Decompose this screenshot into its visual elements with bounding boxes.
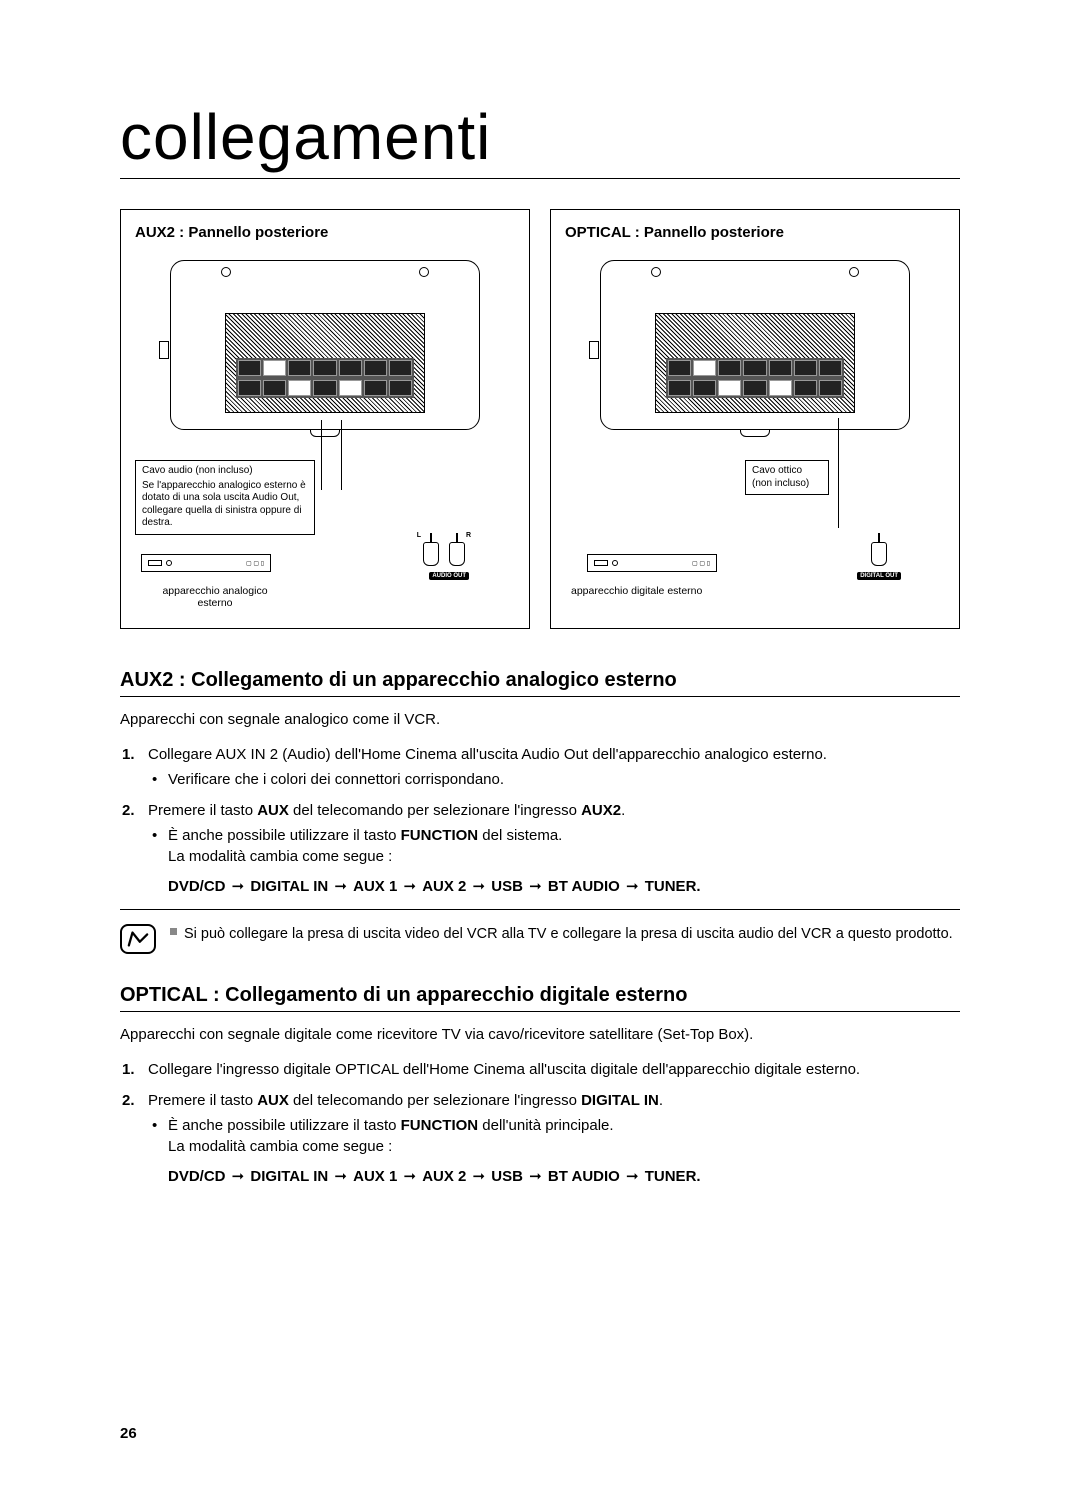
cable-line (321, 420, 322, 490)
connector-panel (655, 313, 855, 413)
device-rear-panel (600, 260, 910, 430)
port-strip (666, 358, 844, 398)
sub-bold: FUNCTION (401, 1117, 479, 1134)
cable-note-body: Se l'apparecchio analogico esterno è dot… (142, 480, 308, 530)
rca-connector-r-icon (449, 542, 465, 566)
step-bold: AUX2 (581, 802, 621, 819)
analog-device-icon: ▢ ▢ ▯ (141, 554, 271, 572)
cable-note: Cavo audio (non incluso) Se l'apparecchi… (135, 460, 315, 535)
r-label: R (466, 532, 471, 540)
step-bold: DIGITAL IN (581, 1092, 659, 1109)
side-port-icon (159, 341, 169, 359)
l-label: L (417, 532, 421, 540)
tv-outline (170, 260, 480, 430)
tv-outline (600, 260, 910, 430)
aux2-step1-sub: Verificare che i colori dei connettori c… (168, 769, 960, 790)
step-text-pre: Premere il tasto (148, 802, 257, 819)
stand-foot (310, 429, 340, 437)
step-text-mid: del telecomando per selezionare l'ingres… (289, 802, 581, 819)
sub-line2: La modalità cambia come segue : (168, 1138, 392, 1155)
optical-step-1: Collegare l'ingresso digitale OPTICAL de… (148, 1059, 960, 1080)
diagram-aux2-header: AUX2 : Pannello posteriore (135, 224, 515, 241)
step-text-post: . (659, 1092, 663, 1109)
digital-device-label: apparecchio digitale esterno (571, 585, 702, 598)
aux2-step-1: Collegare AUX IN 2 (Audio) dell'Home Cin… (148, 744, 960, 790)
diagram-optical: OPTICAL : Pannello posteriore DIGITAL OU… (550, 209, 960, 629)
digital-device-icon: ▢ ▢ ▯ (587, 554, 717, 572)
note-icon (120, 924, 156, 954)
optical-steps: Collegare l'ingresso digitale OPTICAL de… (120, 1059, 960, 1157)
diagram-aux2: AUX2 : Pannello posteriore AUDIO OUT L R (120, 209, 530, 629)
aux2-step-2: Premere il tasto AUX del telecomando per… (148, 800, 960, 867)
note-text: Si può collegare la presa di uscita vide… (170, 924, 953, 944)
analog-device-label: apparecchio analogico esterno (145, 585, 285, 610)
aux2-intro: Apparecchi con segnale analogico come il… (120, 709, 960, 730)
step-bold: AUX (257, 1092, 289, 1109)
note-content: Si può collegare la presa di uscita vide… (184, 926, 953, 942)
rca-connector-l-icon (423, 542, 439, 566)
diagrams-row: AUX2 : Pannello posteriore AUDIO OUT L R (120, 209, 960, 629)
page-title: collegamenti (120, 100, 960, 179)
aux2-heading: AUX2 : Collegamento di un apparecchio an… (120, 669, 960, 697)
audio-out-label: AUDIO OUT (429, 572, 469, 580)
optical-connector-icon (871, 542, 887, 566)
optical-step-2: Premere il tasto AUX del telecomando per… (148, 1090, 960, 1157)
digital-out-label: DIGITAL OUT (857, 572, 901, 580)
cable-line (341, 420, 342, 490)
mode-chain-optical: DVD/CD ➞ DIGITAL IN ➞ AUX 1 ➞ AUX 2 ➞ US… (120, 1167, 960, 1185)
step-text-mid: del telecomando per selezionare l'ingres… (289, 1092, 581, 1109)
aux2-steps: Collegare AUX IN 2 (Audio) dell'Home Cin… (120, 744, 960, 867)
side-port-icon (589, 341, 599, 359)
diagram-optical-header: OPTICAL : Pannello posteriore (565, 224, 945, 241)
sub-bold: FUNCTION (401, 827, 479, 844)
stand-foot (740, 429, 770, 437)
connector-panel (225, 313, 425, 413)
device-rear-panel (170, 260, 480, 430)
sub-post: dell'unità principale. (478, 1117, 613, 1134)
sub-post: del sistema. (478, 827, 562, 844)
port-strip (236, 358, 414, 398)
mode-chain-aux2: DVD/CD ➞ DIGITAL IN ➞ AUX 1 ➞ AUX 2 ➞ US… (120, 877, 960, 895)
page-number: 26 (120, 1425, 137, 1442)
optical-intro: Apparecchi con segnale digitale come ric… (120, 1024, 960, 1045)
cable-line (838, 418, 839, 528)
optical-heading: OPTICAL : Collegamento di un apparecchio… (120, 984, 960, 1012)
note-block: Si può collegare la presa di uscita vide… (120, 909, 960, 954)
cable-note: Cavo ottico (non incluso) (745, 460, 829, 495)
note-bullet-icon (170, 928, 177, 935)
step-text-post: . (621, 802, 625, 819)
sub-line2: La modalità cambia come segue : (168, 848, 392, 865)
sub-pre: È anche possibile utilizzare il tasto (168, 827, 401, 844)
optical-step2-sub: È anche possibile utilizzare il tasto FU… (168, 1115, 960, 1157)
step-bold: AUX (257, 802, 289, 819)
aux2-step2-sub: È anche possibile utilizzare il tasto FU… (168, 825, 960, 867)
step-text: Collegare AUX IN 2 (Audio) dell'Home Cin… (148, 746, 827, 763)
step-text: Collegare l'ingresso digitale OPTICAL de… (148, 1061, 860, 1078)
cable-note-body: (non incluso) (752, 478, 822, 491)
cable-note-title: Cavo audio (non incluso) (142, 465, 308, 478)
sub-pre: È anche possibile utilizzare il tasto (168, 1117, 401, 1134)
step-text-pre: Premere il tasto (148, 1092, 257, 1109)
cable-note-title: Cavo ottico (752, 465, 822, 478)
